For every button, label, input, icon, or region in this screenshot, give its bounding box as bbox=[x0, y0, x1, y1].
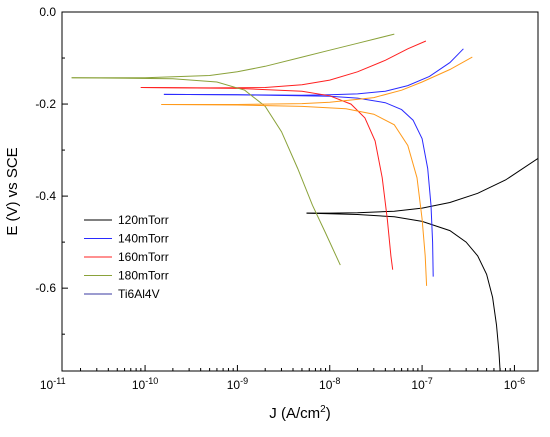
series-line bbox=[163, 93, 434, 277]
series-line bbox=[161, 104, 428, 286]
x-tick-label: 10-11 bbox=[40, 376, 66, 392]
x-tick-label: 10-8 bbox=[319, 376, 340, 392]
series-line bbox=[306, 212, 501, 371]
y-axis-title: E (V) vs SCE bbox=[4, 147, 21, 235]
x-tick-label: 10-9 bbox=[227, 376, 248, 392]
series-line bbox=[161, 56, 473, 105]
y-tick-label: -0.4 bbox=[35, 189, 56, 203]
series-layer bbox=[71, 33, 538, 371]
x-tick-label: 10-6 bbox=[504, 376, 525, 392]
x-tick-label: 10-7 bbox=[411, 376, 432, 392]
legend-label: Ti6Al4V bbox=[118, 287, 160, 301]
legend: 120mTorr 140mTorr 160mTorr 180mTorr Ti6Al4V bbox=[84, 213, 169, 301]
legend-label: 180mTorr bbox=[118, 269, 169, 283]
series-line bbox=[140, 87, 394, 270]
y-tick-label: -0.2 bbox=[35, 97, 56, 111]
series-line bbox=[71, 77, 341, 266]
plot-frame bbox=[61, 11, 539, 372]
legend-label: 120mTorr bbox=[118, 213, 169, 227]
y-tick-label: -0.6 bbox=[35, 281, 56, 295]
series-line bbox=[306, 157, 538, 214]
series-line bbox=[140, 40, 427, 89]
series-line bbox=[71, 33, 395, 79]
y-tick-label: 0.0 bbox=[39, 5, 56, 19]
legend-label: 160mTorr bbox=[118, 250, 169, 264]
x-axis-title: J (A/cm2) bbox=[269, 404, 330, 422]
x-tick-label: 10-10 bbox=[132, 376, 158, 392]
legend-label: 140mTorr bbox=[118, 232, 169, 246]
axes: 10-11 10-10 10-9 10-8 10-7 10-6 0.0 -0.2 -0.4 -0.… bbox=[35, 5, 539, 392]
